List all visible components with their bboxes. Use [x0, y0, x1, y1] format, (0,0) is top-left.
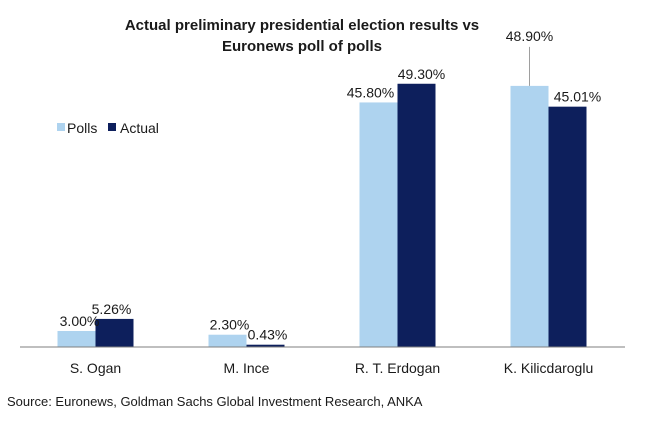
- data-label-actual-m-ince: 0.43%: [248, 327, 288, 343]
- chart-title-line-2: Euronews poll of polls: [222, 38, 382, 55]
- legend-label-polls: Polls: [67, 120, 97, 136]
- bars-group: [57, 83, 587, 348]
- bar-actual-r-t-erdogan: [397, 83, 436, 348]
- x-tick-labels-group: S. Ogan M. Ince R. T. Erdogan K. Kilicdarog…: [70, 360, 593, 376]
- data-label-actual-s-ogan: 5.26%: [92, 301, 132, 317]
- bar-actual-s-ogan: [95, 318, 134, 347]
- legend-label-actual: Actual: [120, 120, 159, 136]
- data-label-polls-s-ogan: 3.00%: [60, 313, 100, 329]
- bar-polls-s-ogan: [57, 330, 96, 347]
- bar-polls-r-t-erdogan: [359, 102, 398, 347]
- bar-actual-m-ince: [246, 344, 285, 347]
- bar-polls-m-ince: [208, 334, 247, 347]
- x-tick-label-s-ogan: S. Ogan: [70, 360, 121, 376]
- data-label-polls-k-kilicdaroglu: 48.90%: [506, 28, 553, 44]
- data-label-actual-r-t-erdogan: 49.30%: [398, 66, 445, 82]
- legend-swatch-polls: [57, 123, 65, 131]
- legend: Polls Actual: [57, 120, 159, 136]
- x-tick-label-k-kilicdaroglu: K. Kilicdaroglu: [504, 360, 594, 376]
- data-labels-group: 3.00%5.26% 2.30%0.43% 45.80%49.30% 48.90% 45…: [60, 28, 602, 343]
- source-note: Source: Euronews, Goldman Sachs Global I…: [7, 394, 423, 409]
- bar-polls-k-kilicdaroglu: [510, 85, 549, 347]
- bar-actual-k-kilicdaroglu: [548, 106, 587, 348]
- chart-title-line-1: Actual preliminary presidential election…: [125, 17, 479, 34]
- data-label-polls-m-ince: 2.30%: [210, 317, 250, 333]
- data-label-polls-r-t-erdogan: 45.80%: [347, 84, 394, 100]
- legend-swatch-actual: [108, 123, 116, 131]
- data-label-actual-k-kilicdaroglu: 45.01%: [554, 89, 601, 105]
- x-tick-label-r-t-erdogan: R. T. Erdogan: [355, 360, 440, 376]
- x-tick-label-m-ince: M. Ince: [224, 360, 270, 376]
